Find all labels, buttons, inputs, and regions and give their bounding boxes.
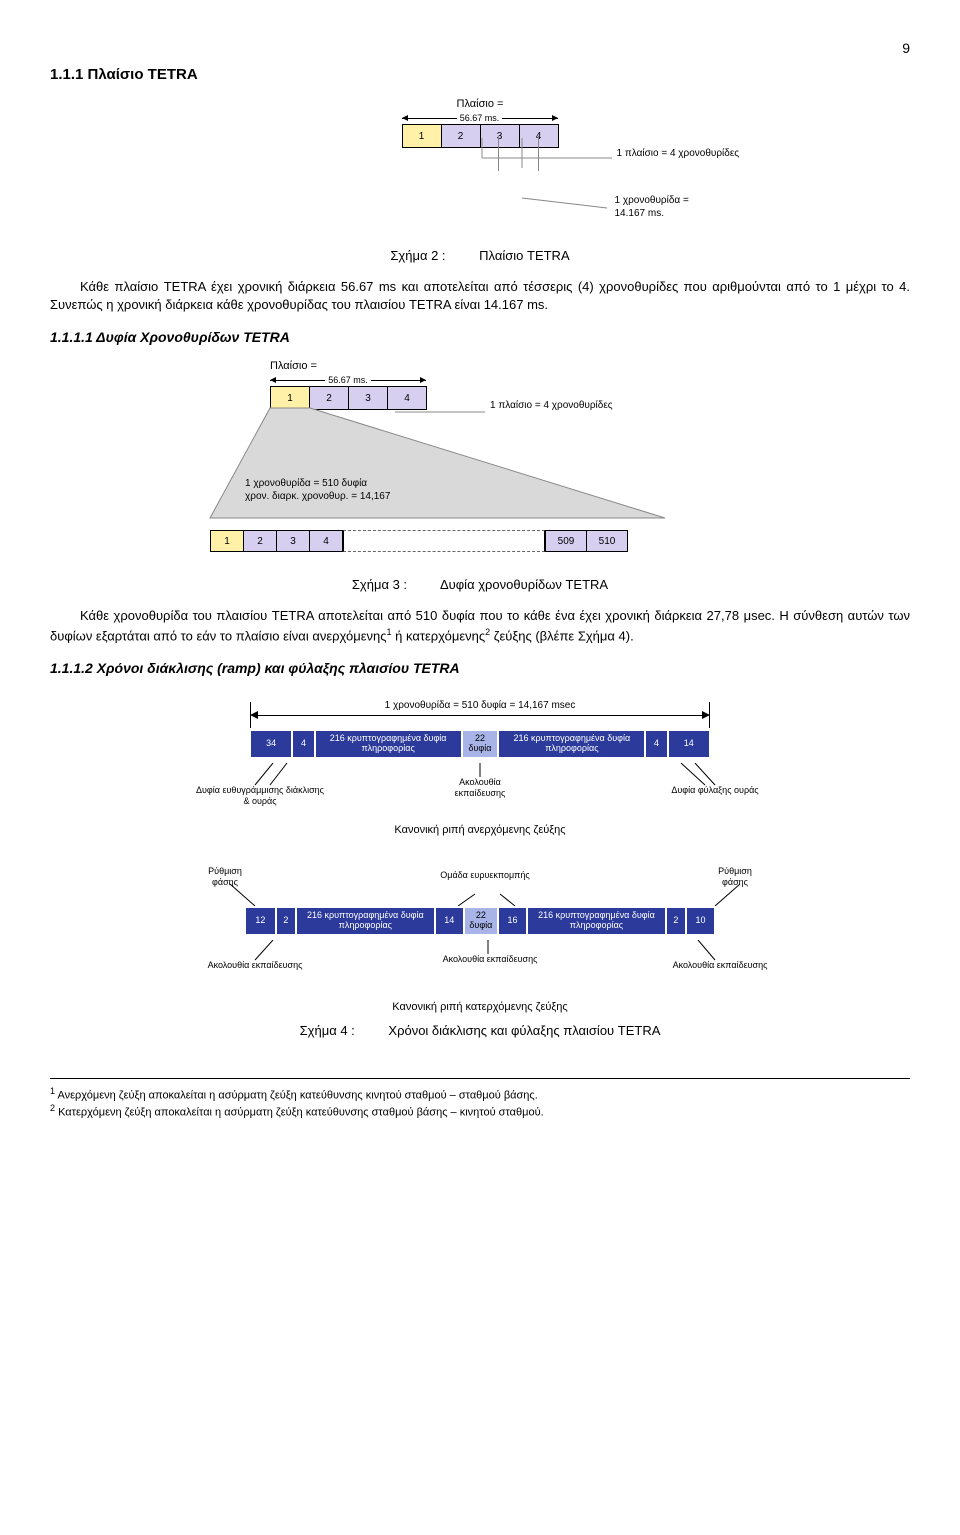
caption-label: Σχήμα 3 : [352,577,407,592]
heading-1-1-1-1: 1.1.1.1 Δυφία Χρονοθυρίδων TETRA [50,329,910,345]
bit-cell-509: 509 [546,531,587,551]
burst-segment: 14 [435,907,464,935]
figure-2: Πλαίσιο = 56.67 ms. 1 2 3 4 1 πλαίσιο = … [50,360,910,552]
bit-gap [343,530,545,552]
heading-1-1-1-2: 1.1.1.2 Χρόνοι διάκλισης (ramp) και φύλα… [50,660,910,676]
duration-arrow: 56.67 ms. [402,112,558,124]
paragraph-2: Κάθε χρονοθυρίδα του πλαισίου TETRA αποτ… [50,607,910,645]
cell-3: 3 [481,125,520,147]
figure-2-caption: Σχήμα 3 : Δυφία χρονοθυρίδων TETRA [50,577,910,592]
burst-segment: 2 [666,907,686,935]
frame-cells-top: 1 2 3 4 [270,386,427,410]
side-label-2b: 14.167 ms. [615,208,664,219]
paragraph-1: Κάθε πλαίσιο TETRA έχει χρονική διάρκεια… [50,278,910,314]
bit-cell-1: 1 [211,531,244,551]
cell-1: 1 [271,387,310,409]
burst-segment: 14 [668,730,710,758]
bit-cell-2: 2 [244,531,277,551]
bit-cell-510: 510 [587,531,627,551]
over-label-2: Ομάδα ευρυεκπομπής [440,870,530,881]
burst-segment: 10 [686,907,715,935]
caption-text: Χρόνοι διάκλισης και φύλαξης πλαισίου TE… [388,1023,660,1038]
burst-segment: 216 κρυπτογραφημένα δυφία πληροφορίας [296,907,435,935]
cell-2: 2 [310,387,349,409]
burst-segment: 216 κρυπτογραφημένα δυφία πληροφορίας [315,730,462,758]
desc-line-1: 1 χρονοθυρίδα = 510 δυφία [245,478,367,489]
burst-segment: 16 [498,907,527,935]
duration-text: 56.67 ms. [457,113,503,123]
burst-segment: 216 κρυπτογραφημένα δυφία πληροφορίας [527,907,666,935]
under-label-3: Δυφία φύλαξης ουράς [665,785,765,796]
figure-4-caption: Σχήμα 4 : Χρόνοι διάκλισης και φύλαξης π… [50,1023,910,1038]
cell-2: 2 [442,125,481,147]
desc-line-2: χρον. διαρκ. χρονοθυρ. = 14,167 [245,491,390,502]
downlink-row: 122216 κρυπτογραφημένα δυφία πληροφορίας… [244,906,716,936]
under-label-2: Ακολουθία εκπαίδευσης [440,954,540,965]
uplink-caption: Κανονική ριπή ανερχόμενης ζεύξης [215,824,745,836]
bit-cell-3: 3 [277,531,310,551]
cell-4: 4 [388,387,426,409]
burst-segment: 12 [245,907,276,935]
bit-row: 1 2 3 4 509 510 [210,530,710,552]
caption-label: Σχήμα 4 : [300,1023,355,1038]
side-label-2a: 1 χρονοθυρίδα = [615,195,689,206]
burst-segment: 22 δυφία [462,730,499,758]
figure-1-caption: Σχήμα 2 : Πλαίσιο TETRA [50,248,910,263]
caption-text: Πλαίσιο TETRA [479,248,569,263]
burst-segment: 216 κρυπτογραφημένα δυφία πληροφορίας [498,730,645,758]
burst-segment: 2 [276,907,296,935]
figure-4-uplink: 1 χρονοθυρίδα = 510 δυφία = 14,167 msec … [215,706,745,836]
cell-3: 3 [349,387,388,409]
burst-segment: 4 [645,730,667,758]
cell-4: 4 [520,125,558,147]
caption-label: Σχήμα 2 : [390,248,445,263]
figure-4-downlink: Ρύθμιση φάσης Ομάδα ευρυεκπομπής Ρύθμιση… [200,866,760,1013]
over-label-1: Ρύθμιση φάσης [195,866,255,888]
downlink-caption: Κανονική ριπή κατερχόμενης ζεύξης [200,1001,760,1013]
side-label-top: 1 πλαίσιο = 4 χρονοθυρίδες [490,400,613,411]
under-label-1: Ακολουθία εκπαίδευσης [205,960,305,971]
duration-arrow: 56.67 ms. [270,374,426,386]
frame-label: Πλαίσιο = [402,98,559,110]
caption-text: Δυφία χρονοθυρίδων TETRA [440,577,608,592]
footnote-1: Ανερχόμενη ζεύξη αποκαλείται η ασύρματη … [55,1089,538,1101]
under-label-1: Δυφία ευθυγράμμισης διάκλισης & ουράς [195,785,325,807]
footnote-2: Κατερχόμενη ζεύξη αποκαλείται η ασύρματη… [55,1107,544,1119]
footnotes: 1 Ανερχόμενη ζεύξη αποκαλείται η ασύρματ… [50,1078,910,1119]
bit-cell-4: 4 [310,531,342,551]
side-label-1: 1 πλαίσιο = 4 χρονοθυρίδες [617,148,740,159]
burst-segment: 34 [250,730,292,758]
burst-segment: 4 [292,730,314,758]
cell-1: 1 [403,125,442,147]
burst-segment: 22 δυφία [464,907,498,935]
heading-1-1-1: 1.1.1 Πλαίσιο TETRA [50,66,910,83]
over-label-3: Ρύθμιση φάσης [705,866,765,888]
duration-text: 56.67 ms. [325,375,371,385]
uplink-row: 344216 κρυπτογραφημένα δυφία πληροφορίας… [249,729,711,759]
page-number: 9 [50,40,910,56]
under-label-2: Ακολουθία εκπαίδευσης [435,777,525,799]
figure-1: Πλαίσιο = 56.67 ms. 1 2 3 4 1 πλαίσιο = … [50,98,910,238]
frame-label: Πλαίσιο = [270,360,427,372]
frame-cells: 1 2 3 4 [402,124,559,148]
under-label-3: Ακολουθία εκπαίδευσης [670,960,770,971]
